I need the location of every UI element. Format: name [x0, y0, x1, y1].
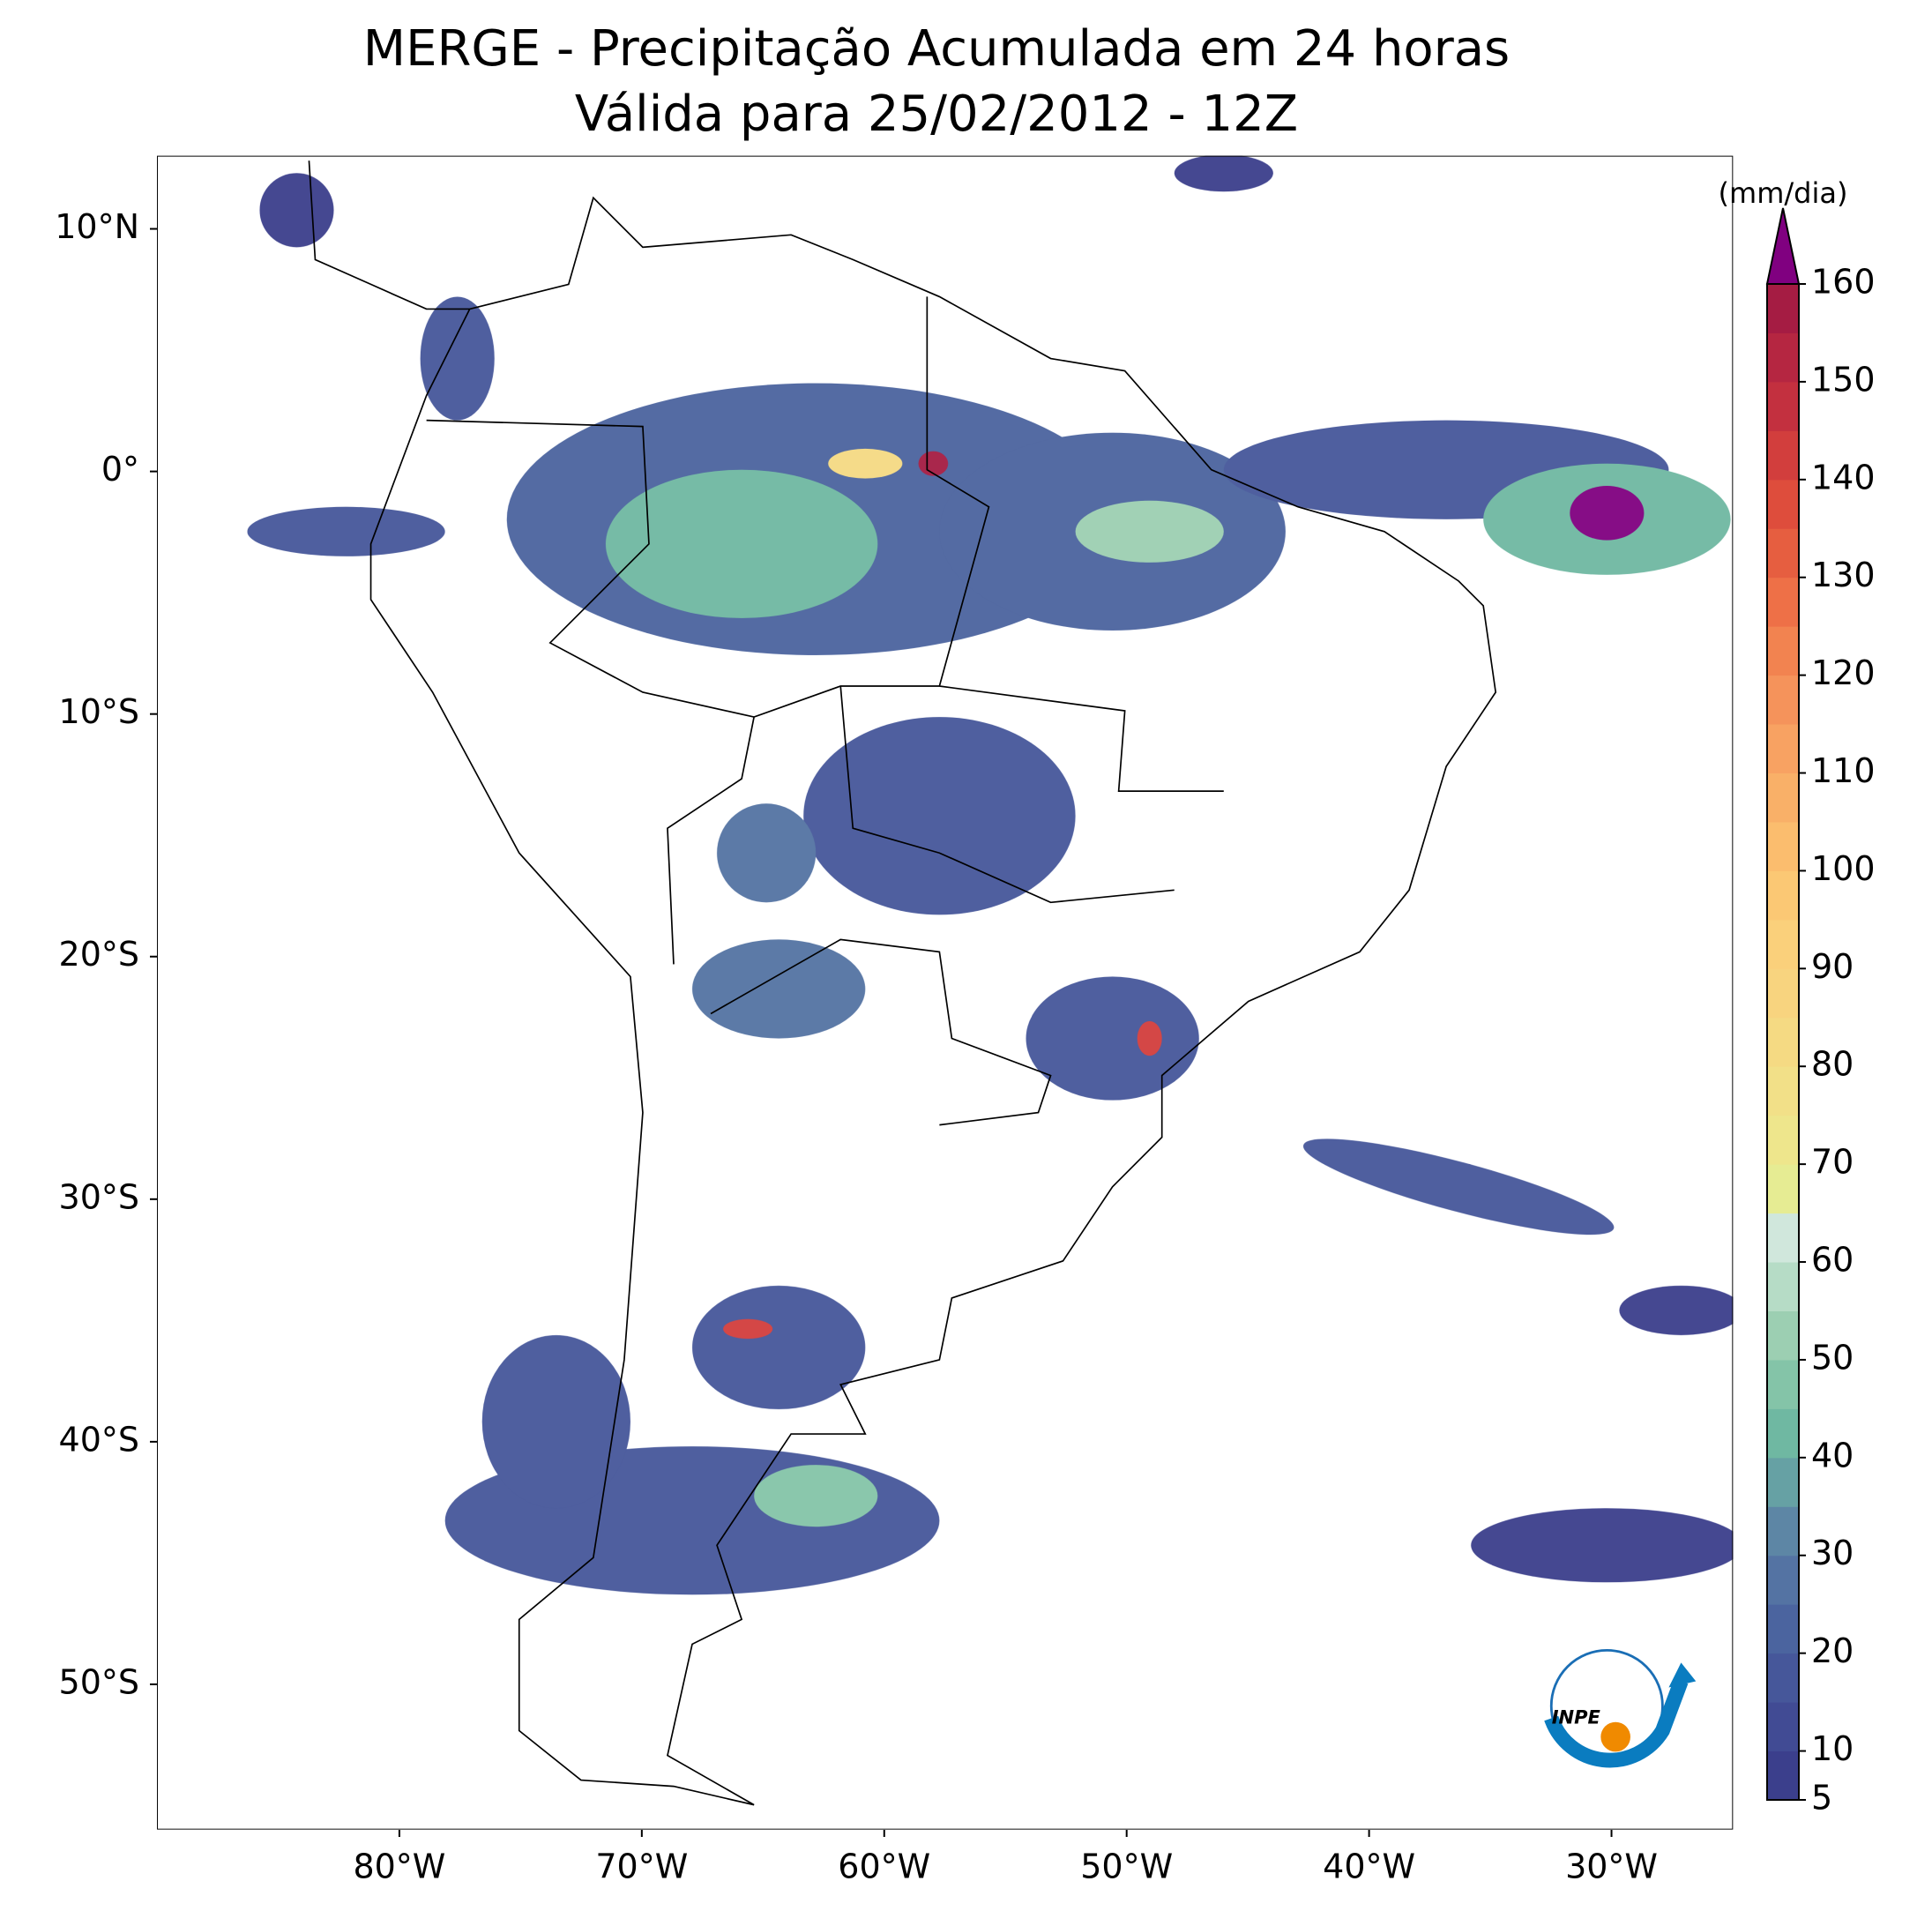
- colorbar-band: [1767, 1359, 1799, 1409]
- logo: INPE: [1544, 1649, 1697, 1768]
- colorbar-band: [1767, 1262, 1799, 1311]
- colorbar-tick-label: 5: [1811, 1779, 1832, 1818]
- colorbar-frame: [1766, 283, 1800, 1801]
- y-tick-label: 10°S: [59, 692, 139, 731]
- colorbar-band: [1767, 430, 1799, 481]
- colorbar-band: [1767, 381, 1799, 431]
- y-tick-label: 40°S: [59, 1420, 139, 1459]
- colorbar-tick-label: 110: [1811, 751, 1876, 790]
- colorbar-tick-label: 40: [1811, 1436, 1854, 1474]
- colorbar-extend: [1765, 207, 1801, 285]
- colorbar-tick-label: 10: [1811, 1729, 1854, 1768]
- x-tick-label: 80°W: [353, 1848, 445, 1886]
- colorbar-band: [1767, 479, 1799, 529]
- colorbar-label: (mm/dia): [1719, 176, 1848, 210]
- x-tick-label: 40°W: [1323, 1848, 1415, 1886]
- colorbar-band: [1767, 1017, 1799, 1067]
- y-tick-label: 20°S: [59, 935, 139, 974]
- colorbar-band: [1767, 968, 1799, 1019]
- colorbar-band: [1767, 1506, 1799, 1556]
- x-tick-label: 70°W: [595, 1848, 688, 1886]
- colorbar-tick-label: 30: [1811, 1534, 1854, 1572]
- colorbar-band: [1767, 1164, 1799, 1214]
- precipitation: [247, 155, 1734, 1595]
- logo-text: INPE: [1552, 1706, 1601, 1728]
- colorbar-band: [1767, 675, 1799, 725]
- colorbar-band: [1767, 1408, 1799, 1459]
- colorbar-tick-label: 20: [1811, 1631, 1854, 1670]
- colorbar-band: [1767, 528, 1799, 579]
- title: MERGE - Precipitação Acumulada em 24 hor…: [363, 20, 1510, 78]
- y-tick-label: 10°N: [55, 207, 139, 246]
- colorbar-tick-label: 50: [1811, 1338, 1854, 1377]
- colorbar-band: [1767, 626, 1799, 676]
- colorbar-tick-label: 140: [1811, 458, 1876, 496]
- colorbar-tick-label: 100: [1811, 849, 1876, 888]
- colorbar-tick-label: 90: [1811, 947, 1854, 986]
- colorbar-band: [1767, 332, 1799, 383]
- colorbar-band: [1767, 1702, 1799, 1752]
- x-tick-label: 50°W: [1080, 1848, 1173, 1886]
- x-tick-label: 60°W: [838, 1848, 930, 1886]
- y-tick-label: 50°S: [59, 1662, 139, 1701]
- coastline: [308, 160, 1497, 1806]
- colorbar-band: [1767, 1751, 1799, 1801]
- colorbar-band: [1767, 919, 1799, 969]
- y-tick-label: 30°S: [59, 1177, 139, 1216]
- colorbar-band: [1767, 1066, 1799, 1116]
- colorbar-band: [1767, 870, 1799, 921]
- y-tick-label: 0°: [101, 450, 139, 489]
- x-tick-label: 30°W: [1565, 1848, 1658, 1886]
- map: INPE: [157, 155, 1734, 1830]
- colorbar-band: [1767, 1457, 1799, 1507]
- colorbar-band: [1767, 1115, 1799, 1165]
- colorbar-band: [1767, 577, 1799, 627]
- borders: [426, 296, 1224, 1126]
- colorbar-band: [1767, 1310, 1799, 1361]
- colorbar-band: [1767, 1213, 1799, 1263]
- colorbar-band: [1767, 821, 1799, 871]
- colorbar-band: [1767, 773, 1799, 823]
- colorbar-band: [1767, 1653, 1799, 1703]
- colorbar-tick-label: 80: [1811, 1045, 1854, 1084]
- colorbar-band: [1767, 284, 1799, 333]
- colorbar-band: [1767, 1555, 1799, 1605]
- colorbar-tick-label: 150: [1811, 360, 1876, 399]
- colorbar-tick-label: 70: [1811, 1143, 1854, 1182]
- colorbar-band: [1767, 724, 1799, 774]
- colorbar-band: [1767, 1604, 1799, 1654]
- subtitle: Válida para 25/02/2012 - 12Z: [575, 86, 1298, 143]
- colorbar-tick-label: 60: [1811, 1241, 1854, 1280]
- colorbar-tick-label: 120: [1811, 653, 1876, 692]
- colorbar-tick-label: 130: [1811, 556, 1876, 594]
- colorbar-tick-label: 160: [1811, 263, 1876, 302]
